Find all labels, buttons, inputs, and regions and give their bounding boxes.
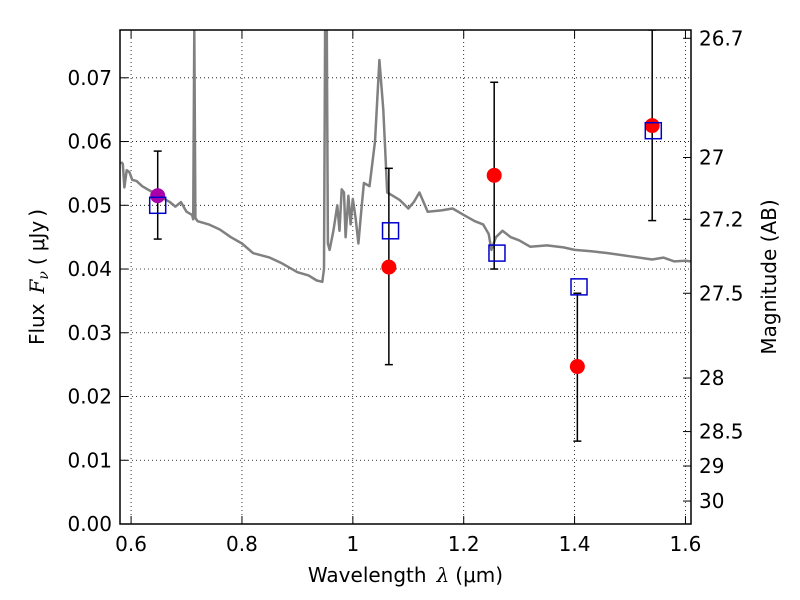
- model-flux-square: [570, 278, 588, 296]
- y-tick-label: 0.07: [67, 66, 112, 90]
- y2-tick-label: 30: [699, 489, 724, 513]
- photometry-point: [644, 118, 660, 134]
- y2-tick-label: 28: [699, 366, 724, 390]
- plot-frame: [119, 29, 692, 525]
- y2-tick-label: 26.7: [699, 26, 744, 50]
- x-tick-label: 1: [346, 532, 359, 556]
- y2-tick-label: 27.2: [699, 207, 744, 231]
- y2-tick-label: 27.5: [699, 281, 744, 305]
- x-tick-label: 1.6: [670, 532, 702, 556]
- y-tick-label: 0.04: [67, 257, 112, 281]
- y-axis-label: FluxFν(μJy): [25, 209, 52, 345]
- y-tick-label: 0.05: [67, 193, 112, 217]
- x-tick-label: 0.8: [226, 532, 258, 556]
- model-spectrum-line: [120, 30, 691, 284]
- y2-axis-label: Magnitude (AB): [757, 199, 781, 354]
- y-tick-label: 0.01: [67, 448, 112, 472]
- model-flux-square: [488, 244, 506, 262]
- axis-ticks: 0.6 0.8 1 1.2 1.4 1.6 0.00 0.01 0.02 0.03 0.04 0.05…: [67, 26, 743, 556]
- photometry-point: [150, 188, 166, 204]
- photometry-point: [486, 167, 502, 183]
- y2-tick-label: 28.5: [699, 420, 744, 444]
- x-tick-label: 1.2: [448, 532, 480, 556]
- photometry-point: [381, 259, 397, 275]
- y2-tick-label: 27: [699, 145, 724, 169]
- model-flux-square: [381, 222, 400, 240]
- y-tick-label: 0.02: [67, 385, 112, 409]
- y-tick-label: 0.00: [67, 512, 112, 536]
- y2-tick-label: 29: [699, 454, 724, 478]
- x-axis-label: Wavelength λ (μm): [308, 563, 503, 587]
- x-tick-label: 1.4: [559, 532, 591, 556]
- plot-area: [120, 30, 691, 442]
- photometry-point: [569, 359, 585, 375]
- model-flux-square: [644, 121, 663, 140]
- model-flux-square: [148, 196, 167, 215]
- y-tick-label: 0.06: [67, 130, 112, 154]
- x-tick-label: 0.6: [115, 532, 147, 556]
- y-tick-label: 0.03: [67, 321, 112, 345]
